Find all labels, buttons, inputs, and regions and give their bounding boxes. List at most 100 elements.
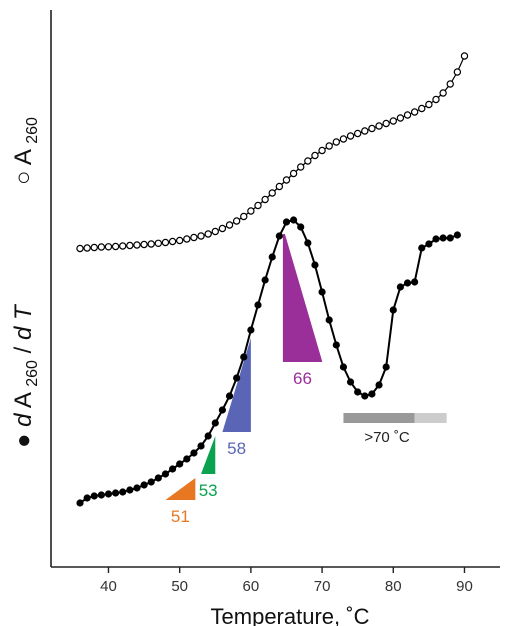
data-point-open bbox=[396, 114, 405, 122]
x-ticks: 40 50 60 70 80 90 bbox=[100, 567, 473, 595]
data-point-open bbox=[389, 117, 397, 125]
annotation-wedge-66 bbox=[282, 234, 323, 362]
data-point-filled bbox=[183, 455, 191, 463]
data-point-filled bbox=[133, 484, 141, 492]
data-point-open bbox=[140, 240, 148, 249]
data-point-filled bbox=[432, 235, 440, 243]
data-point-open bbox=[382, 119, 390, 128]
data-point-open bbox=[425, 100, 433, 109]
data-point-filled bbox=[154, 474, 162, 482]
data-point-open bbox=[446, 80, 454, 88]
filled-circle-marker: ● bbox=[10, 434, 37, 449]
data-point-open bbox=[161, 238, 170, 247]
data-point-open bbox=[332, 138, 341, 146]
data-point-filled bbox=[290, 216, 298, 224]
series bbox=[76, 52, 469, 507]
y-top-sub: 260 bbox=[24, 117, 41, 144]
data-point-filled bbox=[354, 388, 362, 396]
data-point-open bbox=[275, 182, 284, 191]
data-point-filled bbox=[382, 363, 390, 371]
y-top-main: A bbox=[10, 149, 37, 165]
x-tick-label: 90 bbox=[456, 578, 473, 595]
y-bottom-slash: / bbox=[10, 340, 37, 353]
data-point-filled bbox=[261, 276, 269, 284]
data-point-filled bbox=[161, 470, 170, 478]
data-point-filled bbox=[247, 326, 255, 334]
data-point-filled bbox=[368, 390, 376, 398]
x-axis-title: Temperature, ˚C bbox=[211, 604, 370, 626]
data-point-filled bbox=[218, 406, 226, 414]
data-point-filled bbox=[140, 481, 148, 489]
data-point-filled bbox=[318, 288, 326, 296]
range-label: >70 ˚C bbox=[364, 429, 410, 446]
data-point-filled bbox=[190, 449, 198, 457]
data-point-filled bbox=[83, 494, 91, 502]
data-point-filled bbox=[76, 499, 84, 507]
data-point-open bbox=[339, 135, 348, 143]
data-point-filled bbox=[275, 232, 283, 240]
data-point-open bbox=[311, 151, 319, 160]
data-point-filled bbox=[104, 490, 113, 498]
y-bottom-sub: 260 bbox=[24, 360, 41, 387]
data-point-filled bbox=[439, 234, 447, 242]
open-circle-marker: ○ bbox=[10, 171, 37, 186]
data-point-open bbox=[375, 122, 383, 130]
data-point-open bbox=[225, 221, 234, 229]
data-point-open bbox=[254, 201, 262, 210]
data-point-filled bbox=[325, 316, 333, 324]
data-point-filled bbox=[396, 283, 404, 291]
annotations: 51 53 58 66 >70 ˚C bbox=[165, 234, 447, 526]
data-point-open bbox=[126, 241, 134, 250]
data-point-filled bbox=[126, 486, 134, 494]
annotation-label-51: 51 bbox=[171, 507, 190, 526]
data-point-filled bbox=[97, 491, 105, 499]
x-tick-label: 50 bbox=[171, 578, 188, 595]
data-point-filled bbox=[119, 488, 127, 496]
data-point-open bbox=[439, 89, 447, 97]
data-point-open bbox=[361, 127, 369, 135]
data-point-filled bbox=[311, 261, 319, 269]
data-point-filled bbox=[346, 378, 355, 386]
data-point-filled bbox=[304, 239, 312, 247]
y-bottom-d: d bbox=[10, 413, 37, 427]
data-point-open bbox=[147, 240, 155, 248]
data-point-open bbox=[168, 237, 177, 246]
data-point-open bbox=[460, 52, 469, 60]
data-point-filled bbox=[453, 231, 461, 239]
data-point-filled bbox=[425, 240, 433, 248]
x-tick-label: 60 bbox=[243, 578, 260, 595]
data-point-open bbox=[90, 243, 98, 252]
range-bar-dark bbox=[343, 413, 415, 423]
series-line-1 bbox=[79, 55, 466, 250]
data-point-filled bbox=[339, 363, 348, 371]
data-point-open bbox=[318, 146, 326, 155]
data-point-open bbox=[211, 227, 219, 236]
data-point-open bbox=[304, 157, 312, 165]
data-point-open bbox=[240, 212, 248, 221]
data-point-filled bbox=[282, 218, 291, 226]
range-bar-light bbox=[414, 413, 447, 423]
data-point-open bbox=[83, 244, 91, 252]
data-point-filled bbox=[233, 374, 241, 382]
y-axis-label-bottom: ● d A 260 / d T bbox=[10, 303, 43, 448]
data-point-filled bbox=[361, 392, 369, 400]
data-point-filled bbox=[403, 279, 412, 287]
data-point-open bbox=[418, 104, 426, 113]
data-point-open bbox=[325, 142, 333, 150]
data-point-filled bbox=[90, 492, 98, 500]
series-line-2 bbox=[79, 218, 458, 504]
data-point-open bbox=[268, 189, 276, 197]
data-point-open bbox=[346, 132, 355, 140]
data-point-filled bbox=[176, 460, 184, 468]
data-point-filled bbox=[446, 234, 454, 242]
data-point-open bbox=[111, 242, 120, 251]
data-point-filled bbox=[389, 306, 397, 314]
data-point-open bbox=[261, 195, 269, 204]
data-point-filled bbox=[112, 489, 120, 497]
data-point-filled bbox=[204, 432, 212, 440]
data-point-filled bbox=[418, 244, 426, 252]
x-tick-label: 40 bbox=[100, 578, 117, 595]
data-point-open bbox=[97, 243, 106, 251]
data-point-open bbox=[453, 68, 462, 76]
